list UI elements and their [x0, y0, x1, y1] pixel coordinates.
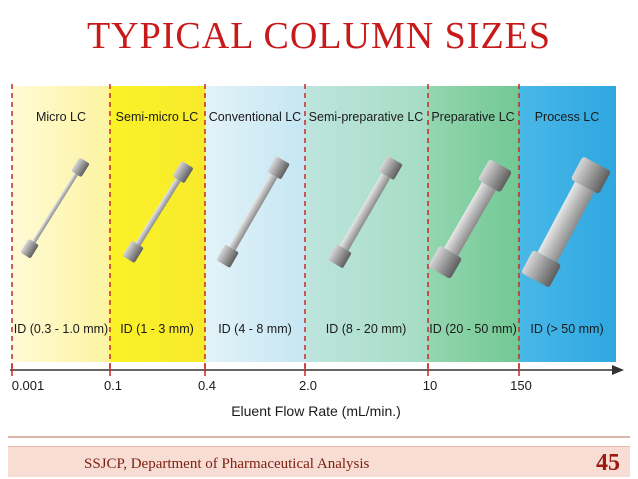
tick-label: 2.0 [299, 378, 317, 393]
region-label-process: Process LC [535, 110, 600, 124]
tick-label: 0.4 [198, 378, 216, 393]
tick-label: 0.1 [104, 378, 122, 393]
tick-label: 150 [510, 378, 532, 393]
region-bg-semi-micro [110, 86, 205, 362]
column-conventional [216, 156, 290, 268]
region-bg-micro [12, 86, 110, 362]
page-number: 45 [596, 450, 620, 476]
region-label-conventional: Conventional LC [209, 110, 301, 124]
tick-label: 0.001 [12, 378, 45, 393]
tick-label: 10 [423, 378, 437, 393]
region-dividers [11, 84, 520, 372]
footer-text: SSJCP, Department of Pharmaceutical Anal… [84, 456, 370, 472]
column-micro [20, 158, 90, 258]
id-range-process: ID (> 50 mm) [530, 322, 603, 336]
column-semi-micro [123, 161, 193, 263]
footer-bar [8, 446, 630, 477]
id-range-preparative: ID (20 - 50 mm) [429, 322, 517, 336]
region-label-preparative: Preparative LC [431, 110, 514, 124]
region-bg-semi-preparative [305, 86, 428, 362]
id-range-semi-preparative: ID (8 - 20 mm) [326, 322, 407, 336]
region-label-semi-micro: Semi-micro LC [116, 110, 199, 124]
column-preparative [428, 159, 512, 279]
id-range-micro: ID (0.3 - 1.0 mm) [14, 322, 108, 336]
column-process [521, 157, 611, 287]
region-bg-conventional [205, 86, 305, 362]
flow-rate-axis [10, 364, 624, 376]
column-semi-preparative [327, 156, 403, 268]
axis-label: Eluent Flow Rate (mL/min.) [231, 403, 401, 419]
id-range-conventional: ID (4 - 8 mm) [218, 322, 292, 336]
region-label-micro: Micro LC [36, 110, 86, 124]
region-label-semi-preparative: Semi-preparative LC [309, 110, 424, 124]
id-range-semi-micro: ID (1 - 3 mm) [120, 322, 194, 336]
slide-title: TYPICAL COLUMN SIZES [86, 15, 552, 57]
